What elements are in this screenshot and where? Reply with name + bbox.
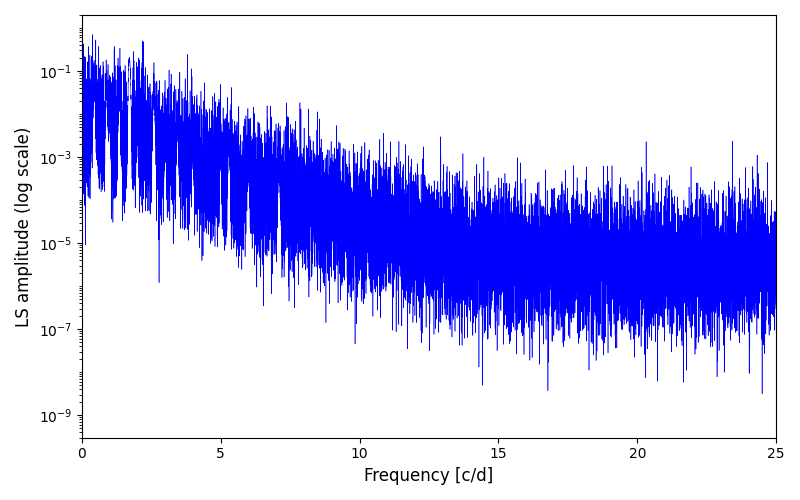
Y-axis label: LS amplitude (log scale): LS amplitude (log scale) (15, 126, 33, 326)
X-axis label: Frequency [c/d]: Frequency [c/d] (364, 467, 494, 485)
